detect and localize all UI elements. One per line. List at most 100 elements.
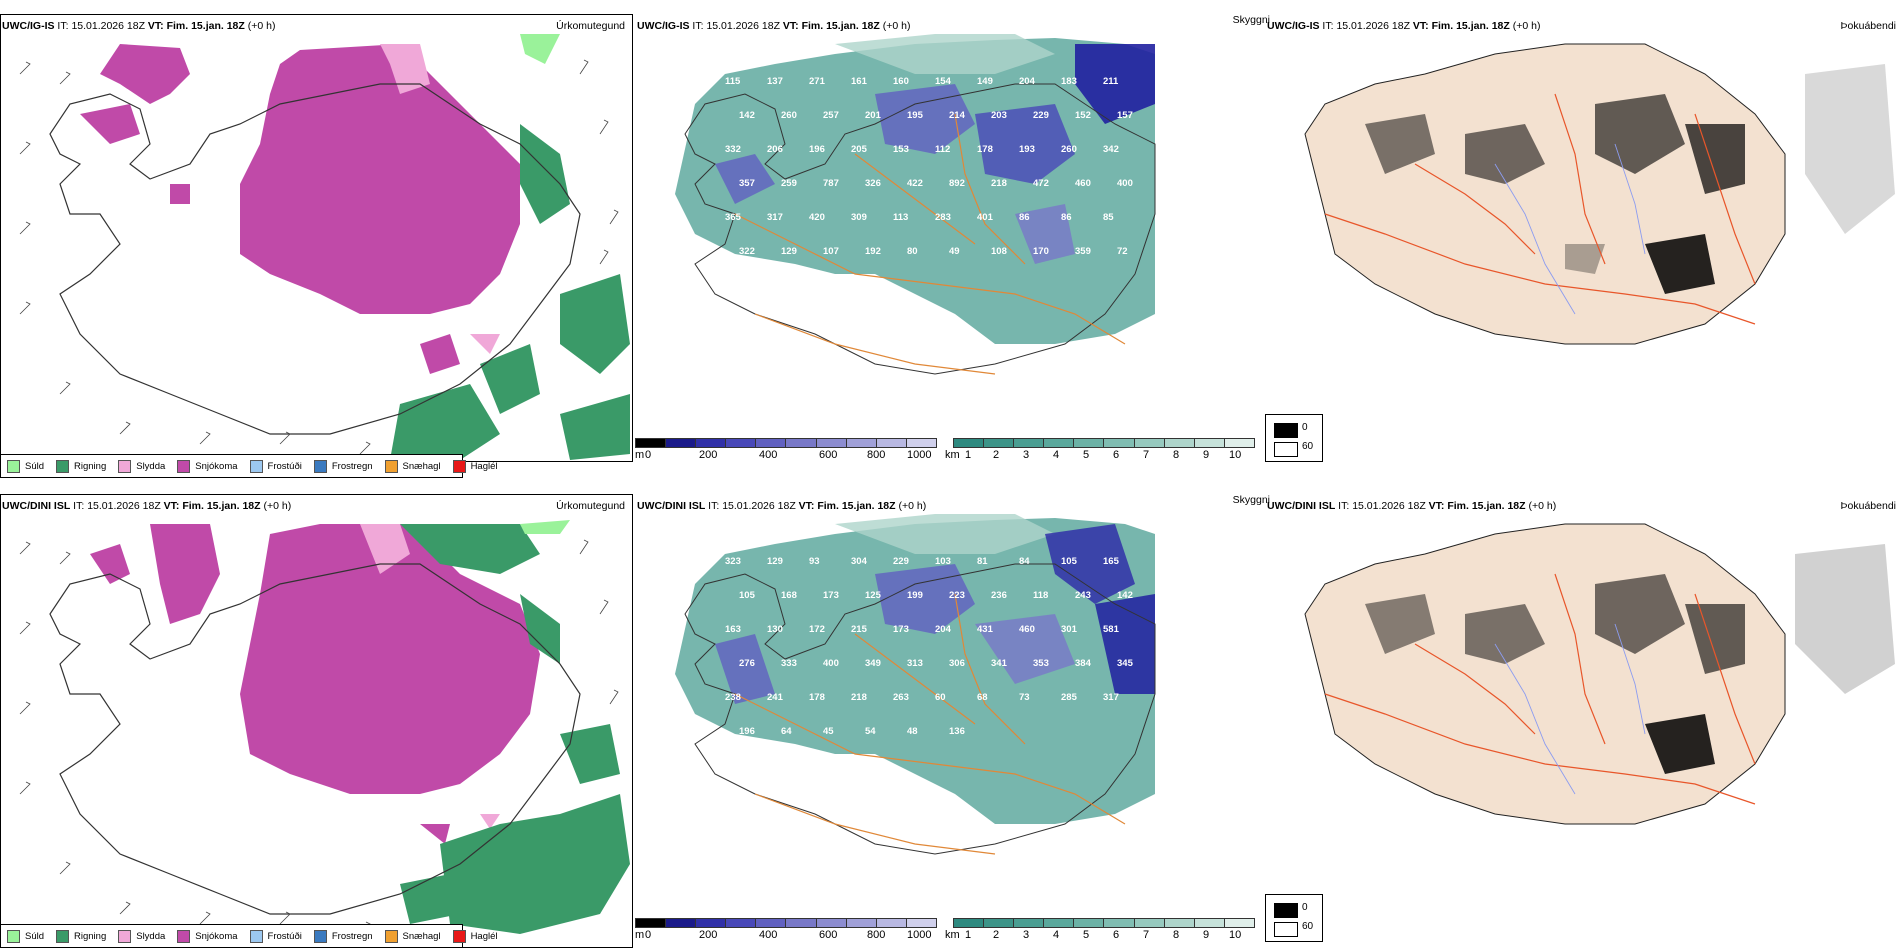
- visibility-value: 472: [1033, 178, 1049, 189]
- fog-key-black: [1274, 903, 1298, 918]
- visibility-value: 460: [1019, 624, 1035, 635]
- sleet-area: [380, 44, 500, 354]
- visibility-value: 283: [935, 212, 951, 223]
- visibility-value: 285: [1061, 692, 1078, 703]
- visibility-value: 214: [949, 110, 966, 121]
- visibility-value: 178: [809, 692, 825, 703]
- visibility-value: 342: [1103, 144, 1119, 155]
- visibility-value: 205: [851, 144, 868, 155]
- legend-item: Slydda: [112, 929, 171, 943]
- cloudbase-tick: 800: [867, 449, 886, 461]
- visibility-value: 199: [907, 590, 923, 601]
- panel-header: UWC/DINI ISL IT: 15.01.2026 18Z VT: Fim.…: [1267, 500, 1557, 512]
- visibility-value: 333: [781, 658, 797, 669]
- visibility-field: [675, 34, 1155, 344]
- visibility-value: 183: [1061, 76, 1077, 87]
- visibility-tick: 6: [1113, 449, 1120, 461]
- visibility-value: 165: [1103, 556, 1120, 567]
- panel-header: UWC/IG-IS IT: 15.01.2026 18Z VT: Fim. 15…: [1267, 20, 1541, 32]
- precip-legend: Súld Rigning Slydda Snjókoma Frostúði Fr…: [0, 924, 498, 948]
- visibility-tick: 1: [965, 929, 972, 941]
- sleet-area: [360, 524, 500, 829]
- visibility-value: 48: [907, 726, 918, 737]
- visibility-tick: 4: [1053, 449, 1060, 461]
- visibility-value: 384: [1075, 658, 1092, 669]
- cloudbase-tick: 200: [699, 449, 718, 461]
- visibility-value: 172: [809, 624, 825, 635]
- visibility-tick: 6: [1113, 929, 1120, 941]
- visibility-value: 195: [907, 110, 924, 121]
- visibility-value: 73: [1019, 692, 1030, 703]
- visibility-value: 400: [1117, 178, 1133, 189]
- visibility-value: 103: [935, 556, 951, 567]
- visibility-tick: 5: [1083, 929, 1090, 941]
- precip-type-panel-bottom: UWC/DINI ISL IT: 15.01.2026 18Z VT: Fim.…: [0, 494, 635, 950]
- visibility-tick: 3: [1023, 449, 1030, 461]
- visibility-colorbar: [953, 438, 1255, 448]
- visibility-tick: 4: [1053, 929, 1060, 941]
- cloudbase-colorbar: [635, 438, 937, 448]
- visibility-unit: km: [945, 929, 960, 941]
- visibility-value: 105: [739, 590, 756, 601]
- visibility-unit: km: [945, 449, 960, 461]
- visibility-value: 178: [977, 144, 993, 155]
- visibility-value: 229: [1033, 110, 1049, 121]
- cloudbase-tick: 400: [759, 929, 778, 941]
- visibility-labels: 323 129 93 304 229 103 81 84 105 165 105 168 173 125 1…: [725, 556, 1134, 737]
- panel-title: Úrkomutegund: [556, 500, 625, 512]
- visibility-tick: 8: [1173, 449, 1180, 461]
- visibility-value: 229: [893, 556, 909, 567]
- visibility-value: 260: [1061, 144, 1077, 155]
- cloudbase-unit: m: [635, 449, 645, 461]
- precip-map: [19, 520, 630, 935]
- visibility-value: 317: [1103, 692, 1119, 703]
- fog-key-white-label: 60: [1302, 441, 1314, 452]
- visibility-value: 68: [977, 692, 988, 703]
- precip-legend: Súld Rigning Slydda Snjókoma Frostúði Fr…: [0, 454, 498, 478]
- visibility-value: 313: [907, 658, 923, 669]
- cloudbase-tick: 400: [759, 449, 778, 461]
- rivers: [1494, 143, 1646, 315]
- legend-item: Frostúði: [244, 459, 308, 473]
- visibility-value: 129: [781, 246, 797, 257]
- roads: [734, 113, 1126, 375]
- fog-key-white-label: 60: [1302, 921, 1314, 932]
- fog-key-white: [1274, 442, 1298, 457]
- panel-title: Þokuábendi: [1840, 500, 1896, 512]
- visibility-tick: 7: [1143, 929, 1150, 941]
- panel-header: UWC/DINI ISL IT: 15.01.2026 18Z VT: Fim.…: [637, 500, 927, 512]
- visibility-value: 115: [725, 76, 741, 87]
- visibility-tick: 10: [1229, 929, 1242, 941]
- visibility-value: 192: [865, 246, 881, 257]
- visibility-value: 401: [977, 212, 994, 223]
- visibility-value: 161: [851, 76, 868, 87]
- fog-key-bottom: 0 60: [1265, 894, 1323, 942]
- visibility-value: 218: [851, 692, 867, 703]
- visibility-value: 241: [767, 692, 784, 703]
- visibility-value: 206: [767, 144, 783, 155]
- visibility-value: 218: [991, 178, 1007, 189]
- visibility-value: 136: [949, 726, 965, 737]
- visibility-tick: 1: [965, 449, 972, 461]
- fog-map: [1304, 43, 1895, 345]
- cloudbase-tick: 1000: [907, 929, 932, 941]
- visibility-value: 345: [1117, 658, 1134, 669]
- visibility-value: 892: [949, 178, 965, 189]
- panel-title: Þokuábendi: [1840, 20, 1896, 32]
- snow-area: [90, 524, 540, 844]
- visibility-value: 80: [907, 246, 918, 257]
- visibility-value: 301: [1061, 624, 1078, 635]
- visibility-value: 353: [1033, 658, 1049, 669]
- cloudbase-tick: 0: [645, 929, 652, 941]
- visibility-value: 137: [767, 76, 783, 87]
- fog-panel-bottom: UWC/DINI ISL IT: 15.01.2026 18Z VT: Fim.…: [1265, 494, 1900, 950]
- visibility-value: 306: [949, 658, 965, 669]
- visibility-value: 263: [893, 692, 909, 703]
- visibility-value: 168: [781, 590, 797, 601]
- coastline: [684, 83, 1156, 375]
- rain-area: [400, 524, 630, 934]
- visibility-value: 93: [809, 556, 820, 567]
- visibility-value: 149: [977, 76, 993, 87]
- legend-item: Snæhagl: [379, 459, 447, 473]
- visibility-value: 203: [991, 110, 1007, 121]
